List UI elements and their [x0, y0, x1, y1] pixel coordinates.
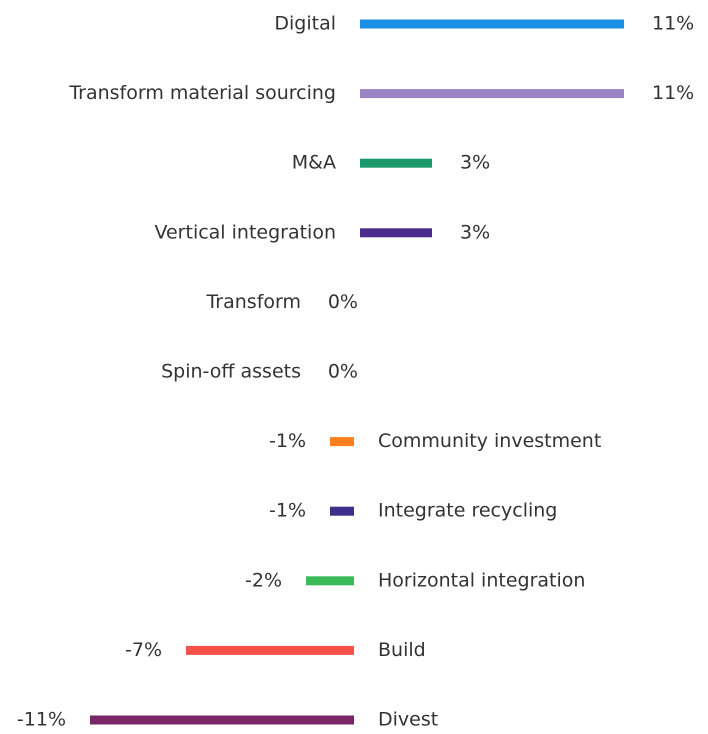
category-label: Digital: [274, 13, 336, 35]
category-label: Community investment: [378, 430, 601, 452]
bar: [330, 506, 354, 516]
value-label: 0%: [328, 291, 358, 313]
bar: [360, 228, 432, 238]
category-label: Spin-off assets: [161, 361, 301, 383]
bar: [330, 437, 354, 447]
category-label: Vertical integration: [154, 221, 336, 243]
value-label: -2%: [245, 569, 282, 591]
value-label: 3%: [460, 152, 490, 174]
bar: [186, 645, 354, 655]
bar: [360, 89, 624, 99]
category-label: Build: [378, 639, 426, 661]
category-label: Transform: [205, 291, 301, 313]
bar: [306, 576, 354, 586]
value-label: -1%: [269, 500, 306, 522]
value-label: 11%: [652, 13, 694, 35]
value-label: 11%: [652, 82, 694, 104]
value-label: -7%: [125, 639, 162, 661]
bar: [90, 715, 354, 725]
value-label: 3%: [460, 221, 490, 243]
value-label: -1%: [269, 430, 306, 452]
category-label: Integrate recycling: [378, 500, 557, 522]
value-label: 0%: [328, 361, 358, 383]
category-label: Divest: [378, 709, 438, 731]
category-label: Horizontal integration: [378, 569, 585, 591]
category-label: M&A: [292, 152, 336, 174]
value-label: -11%: [17, 709, 66, 731]
category-label: Transform material sourcing: [68, 82, 336, 104]
bar: [360, 19, 624, 29]
bar: [360, 158, 432, 168]
